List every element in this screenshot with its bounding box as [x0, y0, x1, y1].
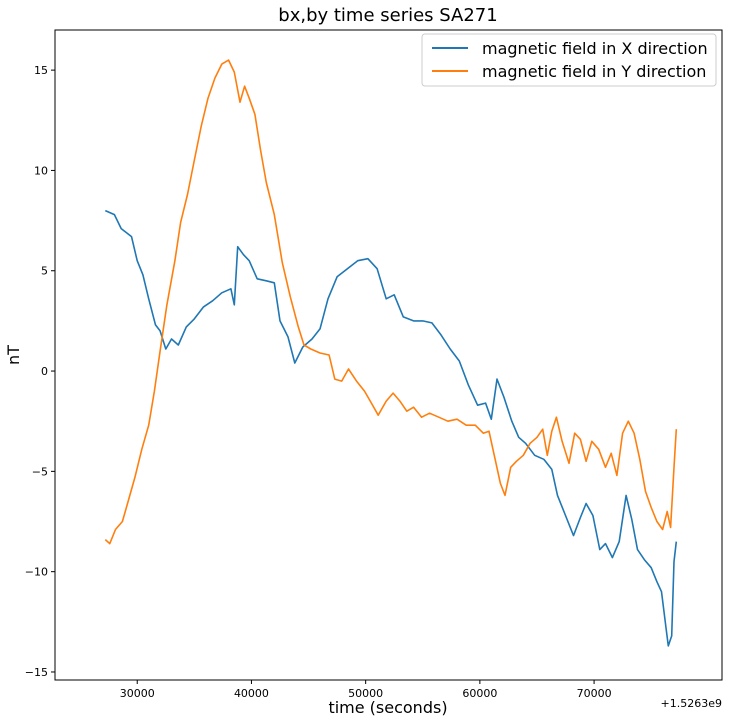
x-axis-offset-label: +1.5263e9	[661, 697, 722, 710]
x-axis-title: time (seconds)	[328, 698, 447, 717]
series-line-x	[104, 209, 678, 647]
series-line-y	[104, 59, 678, 545]
x-tick-label: 60000	[462, 687, 497, 700]
plot-area	[55, 30, 722, 680]
x-tick-label: 40000	[234, 687, 269, 700]
y-tick-label: 10	[34, 164, 48, 177]
chart-title: bx,by time series SA271	[278, 5, 497, 26]
y-tick-label: −5	[32, 465, 48, 478]
plot-border	[54, 29, 723, 681]
y-axis-ticks: −15 −10 −5 0 5 10 15	[25, 64, 55, 679]
x-axis-ticks: 30000 40000 50000 60000 70000	[120, 680, 612, 700]
series-layer	[104, 59, 678, 647]
y-tick-label: 5	[41, 265, 48, 278]
x-tick-label: 70000	[577, 687, 612, 700]
legend-label-y: magnetic field in Y direction	[482, 62, 706, 81]
y-tick-label: −10	[25, 566, 48, 579]
legend-label-x: magnetic field in X direction	[482, 39, 708, 58]
y-axis-title: nT	[4, 345, 23, 365]
y-tick-label: 15	[34, 64, 48, 77]
legend-frame	[421, 33, 717, 87]
y-tick-label: −15	[25, 666, 48, 679]
legend: magnetic field in X direction magnetic f…	[421, 33, 717, 87]
x-tick-label: 50000	[348, 687, 383, 700]
x-tick-label: 30000	[120, 687, 155, 700]
y-tick-label: 0	[41, 365, 48, 378]
